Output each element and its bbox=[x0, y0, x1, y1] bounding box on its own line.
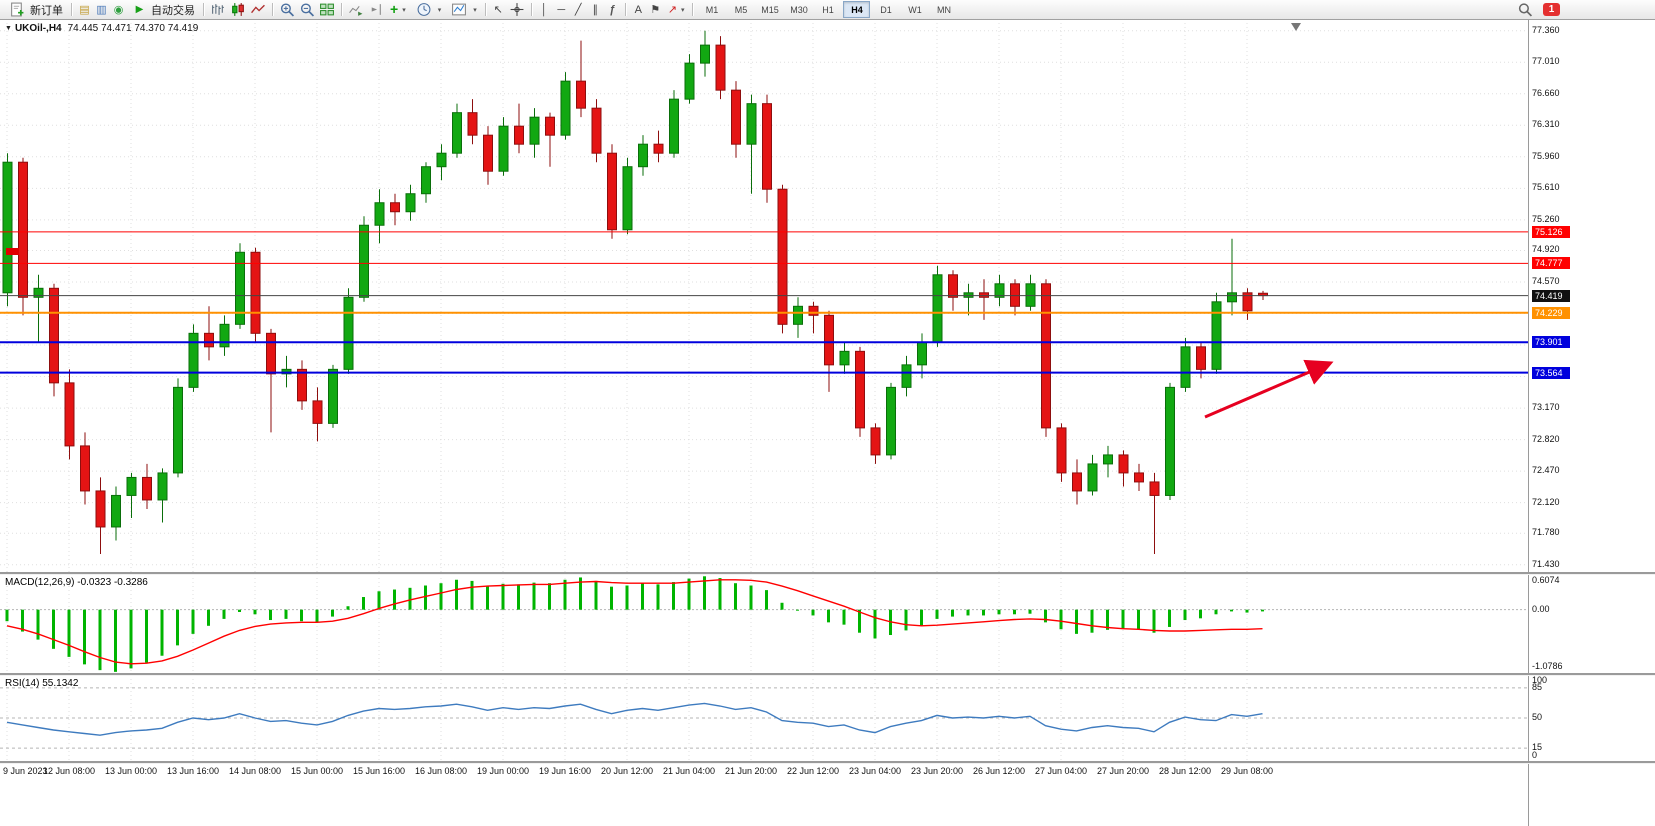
fibonacci-tool-icon[interactable]: ƒ bbox=[609, 3, 616, 16]
zoom-out-icon[interactable] bbox=[297, 2, 317, 17]
new-order-label: 新订单 bbox=[30, 4, 63, 17]
caret-down-icon: ▾ bbox=[680, 6, 685, 14]
indicators-button[interactable]: + ▾ bbox=[386, 1, 410, 18]
template-icon bbox=[452, 3, 467, 16]
caret-down-icon: ▾ bbox=[473, 6, 477, 14]
periods-button[interactable]: ▾ bbox=[410, 1, 446, 18]
time-axis-label: 15 Jun 16:00 bbox=[352, 766, 406, 776]
tf-W1[interactable]: W1 bbox=[908, 4, 922, 15]
tf-H4[interactable]: H4 bbox=[843, 1, 871, 18]
toolbar-separator bbox=[530, 3, 532, 16]
time-axis-label: 26 Jun 12:00 bbox=[972, 766, 1026, 776]
chart-symbol-label: UKOil-,H4 bbox=[14, 23, 62, 34]
time-axis-label: 28 Jun 12:00 bbox=[1158, 766, 1212, 776]
tf-M30[interactable]: M30 bbox=[790, 4, 808, 15]
time-axis-label: 13 Jun 16:00 bbox=[166, 766, 220, 776]
hline-tool-icon[interactable]: ─ bbox=[557, 3, 566, 16]
indicators-plus-icon: + bbox=[390, 1, 399, 17]
new-order-icon bbox=[11, 2, 24, 17]
time-axis-label: 15 Jun 00:00 bbox=[290, 766, 344, 776]
channel-tool-icon[interactable]: ∥ bbox=[592, 4, 598, 16]
arrows-tool-icon: ↗ bbox=[667, 4, 677, 16]
bar-chart-icon[interactable] bbox=[208, 2, 228, 17]
market-watch-icon[interactable]: ▤ bbox=[79, 4, 90, 16]
zoom-in-icon[interactable] bbox=[277, 2, 297, 17]
chart-shift-icon[interactable] bbox=[366, 2, 386, 17]
tf-M1[interactable]: M1 bbox=[705, 4, 719, 15]
panel-splitter[interactable] bbox=[0, 673, 1655, 676]
macd-panel[interactable] bbox=[0, 574, 1528, 673]
time-axis-label: 23 Jun 04:00 bbox=[848, 766, 902, 776]
time-axis-label: 14 Jun 08:00 bbox=[228, 766, 282, 776]
text-tool-icon[interactable]: A bbox=[634, 3, 642, 16]
toolbar-separator bbox=[484, 3, 486, 16]
tf-MN[interactable]: MN bbox=[936, 4, 951, 15]
time-axis-label: 19 Jun 00:00 bbox=[476, 766, 530, 776]
search-icon[interactable] bbox=[1515, 2, 1535, 17]
time-axis-label: 27 Jun 04:00 bbox=[1034, 766, 1088, 776]
symbol-marker-icon: ▼ bbox=[5, 25, 12, 32]
timeframe-group: M1 M5 M15 M30 H1 H4 D1 W1 MN bbox=[697, 1, 958, 18]
autotrading-button[interactable]: ▶ 自动交易 bbox=[127, 1, 199, 18]
auto-scroll-icon[interactable] bbox=[346, 2, 366, 17]
toolbar-separator bbox=[624, 3, 626, 16]
time-axis-label: 13 Jun 00:00 bbox=[104, 766, 158, 776]
toolbar-separator bbox=[71, 3, 72, 16]
tf-H1[interactable]: H1 bbox=[822, 4, 834, 15]
time-axis-label: 16 Jun 08:00 bbox=[414, 766, 468, 776]
toolbar-separator bbox=[272, 3, 273, 16]
notification-badge[interactable]: 1 bbox=[1543, 3, 1560, 16]
panel-splitter bbox=[0, 761, 1655, 764]
macd-label: MACD(12,26,9) -0.0323 -0.3286 bbox=[5, 577, 148, 588]
autotrading-play-icon: ▶ bbox=[135, 4, 144, 15]
time-axis-label: 29 Jun 08:00 bbox=[1220, 766, 1274, 776]
caret-down-icon: ▾ bbox=[437, 6, 442, 14]
time-axis-label: 21 Jun 04:00 bbox=[662, 766, 716, 776]
navigator-icon[interactable]: ▥ bbox=[96, 4, 107, 16]
caret-down-icon: ▾ bbox=[402, 6, 406, 14]
new-order-button[interactable]: 新订单 bbox=[3, 1, 67, 18]
candlestick-icon[interactable] bbox=[228, 2, 248, 17]
refresh-icon[interactable]: ◉ bbox=[113, 4, 124, 16]
rsi-panel[interactable] bbox=[0, 675, 1528, 761]
panel-splitter[interactable] bbox=[0, 572, 1655, 575]
time-axis-label: 21 Jun 20:00 bbox=[724, 766, 778, 776]
templates-button[interactable]: ▾ bbox=[445, 1, 481, 18]
clock-icon bbox=[417, 3, 431, 16]
tf-M15[interactable]: M15 bbox=[761, 4, 779, 15]
time-axis-label: 27 Jun 20:00 bbox=[1096, 766, 1150, 776]
autotrading-label: 自动交易 bbox=[151, 4, 195, 17]
cursor-icon[interactable]: ↖ bbox=[493, 4, 503, 16]
line-chart-icon[interactable] bbox=[248, 2, 268, 17]
time-axis-label: 22 Jun 12:00 bbox=[786, 766, 840, 776]
arrows-tool-button[interactable]: ↗ ▾ bbox=[664, 1, 689, 18]
tf-M5[interactable]: M5 bbox=[734, 4, 748, 15]
main-price-chart[interactable] bbox=[0, 19, 1528, 572]
time-axis-label: 23 Jun 20:00 bbox=[910, 766, 964, 776]
crosshair-icon[interactable] bbox=[507, 2, 527, 17]
time-axis-label: 20 Jun 12:00 bbox=[600, 766, 654, 776]
time-axis-label: 12 Jun 08:00 bbox=[42, 766, 96, 776]
rsi-label: RSI(14) 55.1342 bbox=[5, 678, 79, 689]
trendline-tool-icon[interactable]: ╱ bbox=[574, 4, 582, 16]
tile-windows-icon[interactable] bbox=[317, 2, 337, 17]
tf-D1[interactable]: D1 bbox=[880, 4, 892, 15]
chart-title: ▼ UKOil-,H4 74.445 74.471 74.370 74.419 bbox=[5, 23, 198, 34]
toolbar-separator bbox=[692, 3, 694, 16]
vline-tool-icon[interactable]: │ bbox=[540, 3, 548, 16]
label-tool-icon[interactable]: ⚑ bbox=[650, 4, 661, 16]
time-axis-label: 19 Jun 16:00 bbox=[538, 766, 592, 776]
toolbar: 新订单 ▤ ▥ ◉ ▶ 自动交易 + ▾ ▾ ▾ ↖ │ ─ ╱ ∥ ƒ A ⚑… bbox=[0, 0, 1655, 20]
toolbar-separator bbox=[203, 3, 204, 16]
toolbar-separator bbox=[341, 3, 342, 16]
time-axis-label: 9 Jun 2023 bbox=[3, 766, 48, 776]
price-axis[interactable] bbox=[1528, 19, 1655, 826]
chart-ohlc-label: 74.445 74.471 74.370 74.419 bbox=[67, 23, 199, 34]
